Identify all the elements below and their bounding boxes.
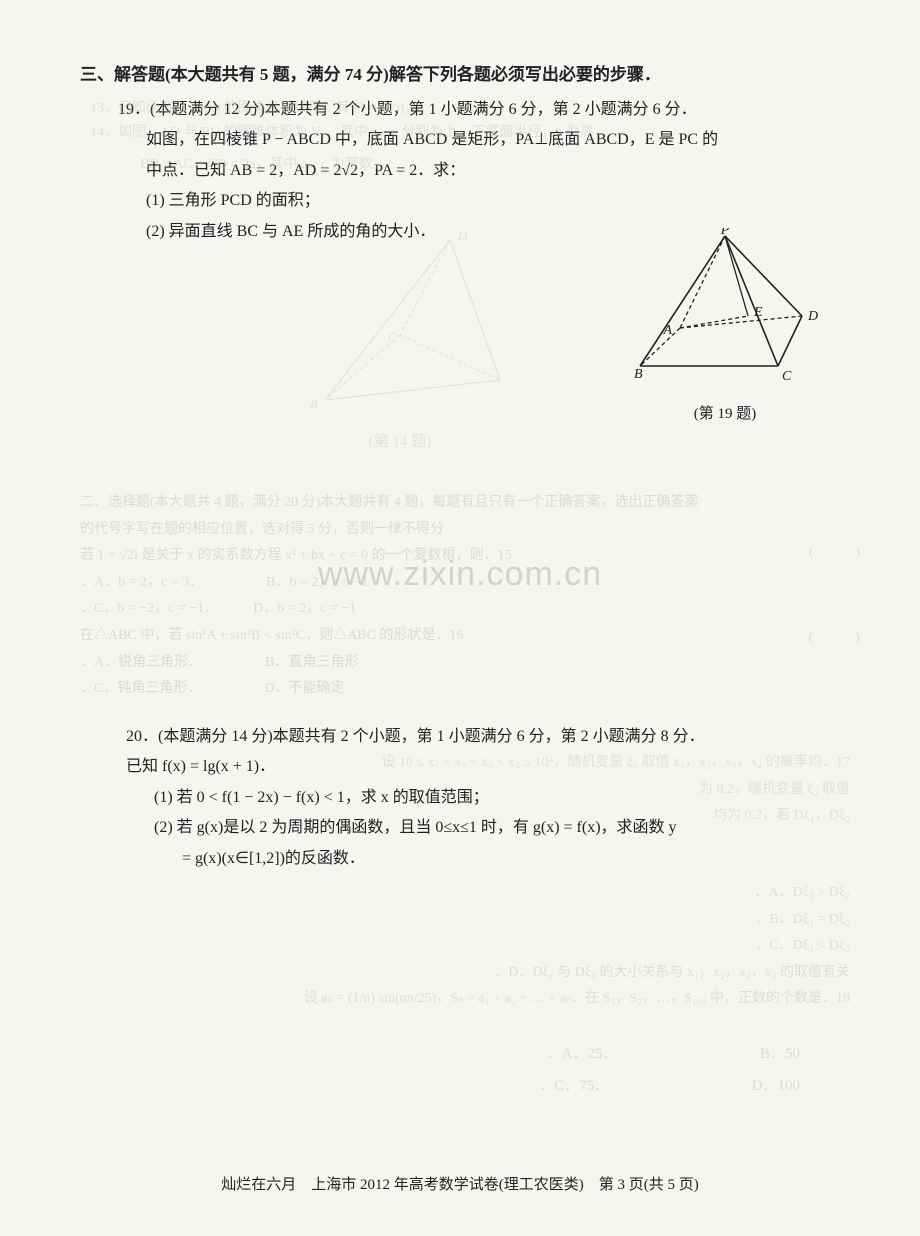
ghost-options-1: A．25． B．50． [250, 1040, 800, 1069]
q19-part-1: (1) 三角形 PCD 的面积； [146, 186, 860, 216]
question-20: 20．(本题满分 14 分)本题共有 2 个小题，第 1 小题满分 6 分，第 … [126, 722, 896, 874]
svg-text:C: C [388, 330, 397, 345]
section-header: 三、解答题(本大题共有 5 题，满分 74 分)解答下列各题必须写出必要的步骤． [80, 60, 860, 85]
svg-text:E: E [753, 305, 763, 320]
ghost-figure-caption: (第 14 题) [270, 430, 530, 451]
q20-part-2a: (2) 若 g(x)是以 2 为周期的偶函数，且当 0≤x≤1 时，有 g(x)… [154, 813, 896, 843]
page-footer: 灿烂在六月 上海市 2012 年高考数学试卷(理工农医类) 第 3 页(共 5 … [0, 1173, 920, 1194]
question-19: 19．(本题满分 12 分)本题共有 2 个小题，第 1 小题满分 6 分，第 … [118, 95, 860, 247]
ghost-mcq-block: 二、选择题(本大题共 4 题，满分 20 分)本大题共有 4 题，每题有且只有一… [80, 490, 850, 703]
ghost-line: A．锐角三角形． B．直角三角形． [80, 650, 850, 677]
q20-part-1: (1) 若 0 < f(1 − 2x) − f(x) < 1，求 x 的取值范围… [154, 783, 896, 813]
svg-text:D: D [457, 230, 468, 243]
ghost-line: C．Dξ₁ < Dξ₂． [120, 933, 850, 960]
ghost-figure-svg: D B C [270, 230, 530, 430]
ghost-lower-2: A．Dξ₁ > Dξ₂． B．Dξ₁ = Dξ₂． C．Dξ₁ < Dξ₂． D… [120, 880, 850, 1013]
watermark: www.zixin.com.cn [318, 555, 602, 594]
ghost-line: B．Dξ₁ = Dξ₂． [120, 907, 850, 934]
svg-text:P: P [720, 228, 730, 238]
ghost-figure: D B C (第 14 题) [270, 230, 530, 451]
q19-body-1: 如图，在四棱锥 P − ABCD 中，底面 ABCD 是矩形，PA⊥底面 ABC… [146, 125, 860, 155]
ghost-line: D．Dξ₁ 与 Dξ₂ 的大小关系与 x₁，x₂，x₃，x₄ 的取值有关． [120, 960, 850, 987]
q19-lead: 19．(本题满分 12 分)本题共有 2 个小题，第 1 小题满分 6 分，第 … [118, 95, 860, 125]
ghost-line: C．钝角三角形． D．不能确定． [80, 676, 850, 703]
exam-page: 13．已知函数 y = f(x) 的图像是折线段，其中 A(0,0)， 14．如… [0, 0, 920, 1236]
q20-lead: 20．(本题满分 14 分)本题共有 2 个小题，第 1 小题满分 6 分，第 … [126, 722, 896, 752]
ghost-bracket-2: ( ) [809, 625, 860, 652]
q19-body-2: 中点．已知 AB = 2，AD = 2√2，PA = 2．求： [146, 156, 860, 186]
svg-text:B: B [310, 396, 318, 411]
ghost-line: 二、选择题(本大题共 4 题，满分 20 分)本大题共有 4 题，每题有且只有一… [80, 490, 850, 517]
ghost-options-2: C．75． D．100． [250, 1072, 800, 1101]
svg-text:C: C [782, 369, 792, 384]
figure-19-caption: (第 19 题) [610, 402, 840, 423]
ghost-line: 18．设 aₙ = (1/n) sin(nπ/25)，Sₙ = a₁ + a₂ … [120, 986, 850, 1013]
ghost-line: 的代号字写在题的相应位置，选对得 5 分，否则一律不得分 [80, 517, 850, 544]
q20-given: 已知 f(x) = lg(x + 1)． [126, 752, 896, 782]
svg-text:D: D [807, 309, 818, 324]
ghost-line: 16．在△ABC 中，若 sin²A + sin²B < sin²C，则△ABC… [80, 623, 850, 650]
q20-part-2b: = g(x)(x∈[1,2])的反函数． [182, 844, 896, 874]
svg-text:A: A [662, 323, 672, 338]
pyramid-svg: P A B C D E [610, 228, 840, 398]
ghost-line: C．b = −2，c = −1． D．b = 2，c = −1． [80, 596, 850, 623]
svg-text:B: B [634, 367, 643, 382]
figure-19: P A B C D E (第 19 题) [610, 228, 840, 423]
ghost-bracket-1: ( ) [809, 540, 860, 567]
ghost-line: A．Dξ₁ > Dξ₂． [120, 880, 850, 907]
